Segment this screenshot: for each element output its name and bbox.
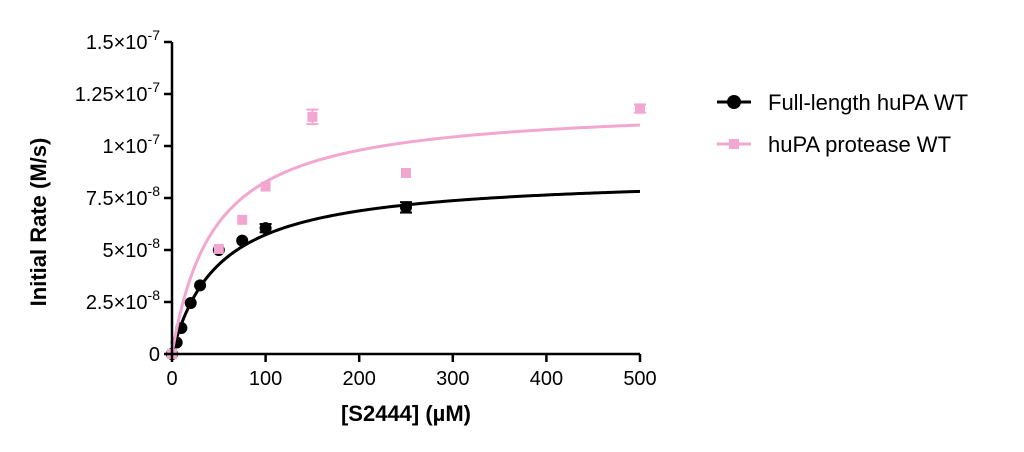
x-tick-label: 0: [166, 368, 177, 390]
y-axis-title: Initial Rate (M/s): [26, 138, 51, 307]
legend-marker: [727, 95, 741, 109]
data-point: [213, 243, 224, 254]
y-tick-label: 7.5×10-8: [86, 183, 160, 210]
data-point: [236, 234, 249, 247]
y-tick-label: 1.5×10-7: [86, 27, 160, 54]
x-tick-label: 100: [249, 368, 282, 390]
y-tick-label: 5×10-8: [102, 235, 160, 262]
legend-label: Full-length huPA WT: [768, 90, 968, 115]
data-point: [401, 168, 411, 179]
y-tick-label: 0: [149, 344, 160, 366]
data-point: [259, 222, 272, 235]
data-point: [307, 111, 318, 122]
series-1: [166, 189, 641, 360]
data-point: [260, 181, 271, 192]
x-ticks: 0 100 200 300 400 500: [166, 354, 657, 390]
plot-area: [166, 103, 646, 360]
legend-label: huPA protease WT: [768, 132, 951, 157]
x-tick-label: 300: [436, 368, 469, 390]
y-tick-label: 1.25×10-7: [75, 79, 161, 106]
y-tick-label: 2.5×10-8: [86, 287, 160, 314]
series-2: [167, 103, 646, 359]
data-point: [184, 297, 197, 310]
x-axis-title: [S2444] (µM): [341, 401, 471, 426]
y-tick-label: 1×10-7: [102, 131, 160, 158]
fit-curve: [170, 123, 641, 355]
y-ticks: 0 2.5×10-8 5×10-8 7.5×10-8 1×10-7 1.25×10-7 1.…: [75, 27, 172, 366]
data-point: [635, 103, 645, 114]
legend: Full-length huPA WT huPA protease WT: [717, 90, 968, 157]
data-point: [400, 201, 412, 214]
legend-marker: [729, 139, 739, 149]
x-tick-label: 400: [530, 368, 563, 390]
legend-item: Full-length huPA WT: [717, 90, 968, 115]
x-tick-label: 200: [343, 368, 376, 390]
data-point: [237, 214, 248, 225]
legend-item: huPA protease WT: [717, 132, 951, 157]
axes: 0 100 200 300 400 500 0 2.5×10-8 5×10-8 7.5×10-8…: [75, 27, 657, 390]
data-point: [194, 279, 207, 292]
x-tick-label: 500: [623, 368, 656, 390]
